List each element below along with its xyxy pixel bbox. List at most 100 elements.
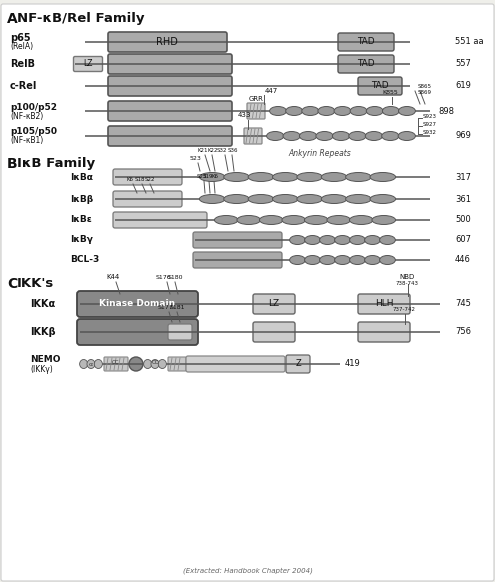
Text: 969: 969 [455,132,471,140]
Ellipse shape [158,360,166,368]
Text: IκB Family: IκB Family [17,157,95,170]
Ellipse shape [370,194,396,204]
Text: c-Rel: c-Rel [10,81,38,91]
Ellipse shape [290,255,305,264]
Ellipse shape [327,215,350,225]
FancyBboxPatch shape [73,56,102,72]
Ellipse shape [248,194,274,204]
Text: TAD: TAD [357,59,375,69]
Ellipse shape [335,236,350,244]
Ellipse shape [273,172,298,182]
Text: (Extracted: Handbook Chapter 2004): (Extracted: Handbook Chapter 2004) [183,567,313,574]
Ellipse shape [304,215,328,225]
Ellipse shape [259,215,283,225]
FancyBboxPatch shape [193,252,282,268]
Text: S32: S32 [217,148,227,153]
Text: K855: K855 [382,90,398,95]
Ellipse shape [370,172,396,182]
Ellipse shape [321,194,347,204]
Ellipse shape [299,132,317,140]
Text: K44: K44 [106,274,120,280]
Text: RHD: RHD [156,37,178,47]
Ellipse shape [151,360,159,368]
Ellipse shape [316,132,333,140]
FancyBboxPatch shape [113,212,207,228]
Ellipse shape [144,360,151,368]
Text: (IKKγ): (IKKγ) [30,364,53,374]
Ellipse shape [365,236,380,244]
Text: NF-κB/Rel Family: NF-κB/Rel Family [17,12,145,25]
Text: GRR: GRR [248,96,263,102]
Text: 551 aa: 551 aa [455,37,484,47]
Ellipse shape [350,107,367,115]
Text: 557: 557 [455,59,471,69]
Ellipse shape [199,172,225,182]
Ellipse shape [214,215,238,225]
FancyBboxPatch shape [113,191,182,207]
Text: S927: S927 [423,122,437,126]
Ellipse shape [237,215,260,225]
Text: IKKβ: IKKβ [30,327,55,337]
FancyBboxPatch shape [244,128,262,144]
Text: 523: 523 [190,156,202,161]
Text: NBD: NBD [399,274,415,280]
Text: 317: 317 [455,172,471,182]
Text: 447: 447 [265,88,278,94]
Text: IκBβ: IκBβ [70,194,93,204]
Text: (RelA): (RelA) [10,42,33,51]
Ellipse shape [349,132,366,140]
Text: S177: S177 [157,305,173,310]
Text: 738-743: 738-743 [396,281,418,286]
Text: 898: 898 [438,107,454,115]
Text: S19: S19 [203,174,213,179]
Text: (NF-κB1): (NF-κB1) [10,137,43,146]
Text: 745: 745 [455,300,471,308]
FancyBboxPatch shape [253,322,295,342]
Ellipse shape [382,132,399,140]
Ellipse shape [283,132,300,140]
Ellipse shape [286,107,302,115]
Ellipse shape [334,107,351,115]
Ellipse shape [365,132,383,140]
Ellipse shape [398,107,415,115]
Text: K6: K6 [127,177,134,182]
Text: K6: K6 [211,174,218,179]
Text: 433: 433 [237,112,250,118]
Ellipse shape [382,107,399,115]
Text: Z: Z [295,360,301,368]
FancyBboxPatch shape [77,319,198,345]
Text: 500: 500 [455,215,471,225]
Text: IKK's: IKK's [17,277,54,290]
Ellipse shape [297,172,322,182]
Text: Kinase Domain: Kinase Domain [99,300,175,308]
FancyBboxPatch shape [108,54,232,74]
Text: 419: 419 [345,360,361,368]
Text: NEMO: NEMO [30,356,60,364]
Ellipse shape [349,236,365,244]
Ellipse shape [304,236,320,244]
FancyBboxPatch shape [358,294,410,314]
Ellipse shape [80,360,88,368]
Ellipse shape [129,357,143,371]
Ellipse shape [224,194,249,204]
FancyBboxPatch shape [253,294,295,314]
Ellipse shape [320,236,336,244]
Text: IκBε: IκBε [70,215,92,225]
Ellipse shape [321,172,347,182]
Ellipse shape [95,360,102,368]
Text: S23: S23 [197,174,207,179]
Ellipse shape [248,172,274,182]
FancyBboxPatch shape [77,291,198,317]
Text: (NF-κB2): (NF-κB2) [10,112,43,120]
FancyBboxPatch shape [168,324,192,340]
Ellipse shape [346,172,371,182]
Text: 737-742: 737-742 [393,307,415,312]
Text: p100/p52: p100/p52 [10,102,57,112]
FancyBboxPatch shape [286,355,310,373]
FancyBboxPatch shape [338,33,394,51]
Ellipse shape [304,255,320,264]
Ellipse shape [332,132,349,140]
Ellipse shape [224,172,249,182]
FancyBboxPatch shape [168,357,186,371]
Text: S181: S181 [169,305,185,310]
